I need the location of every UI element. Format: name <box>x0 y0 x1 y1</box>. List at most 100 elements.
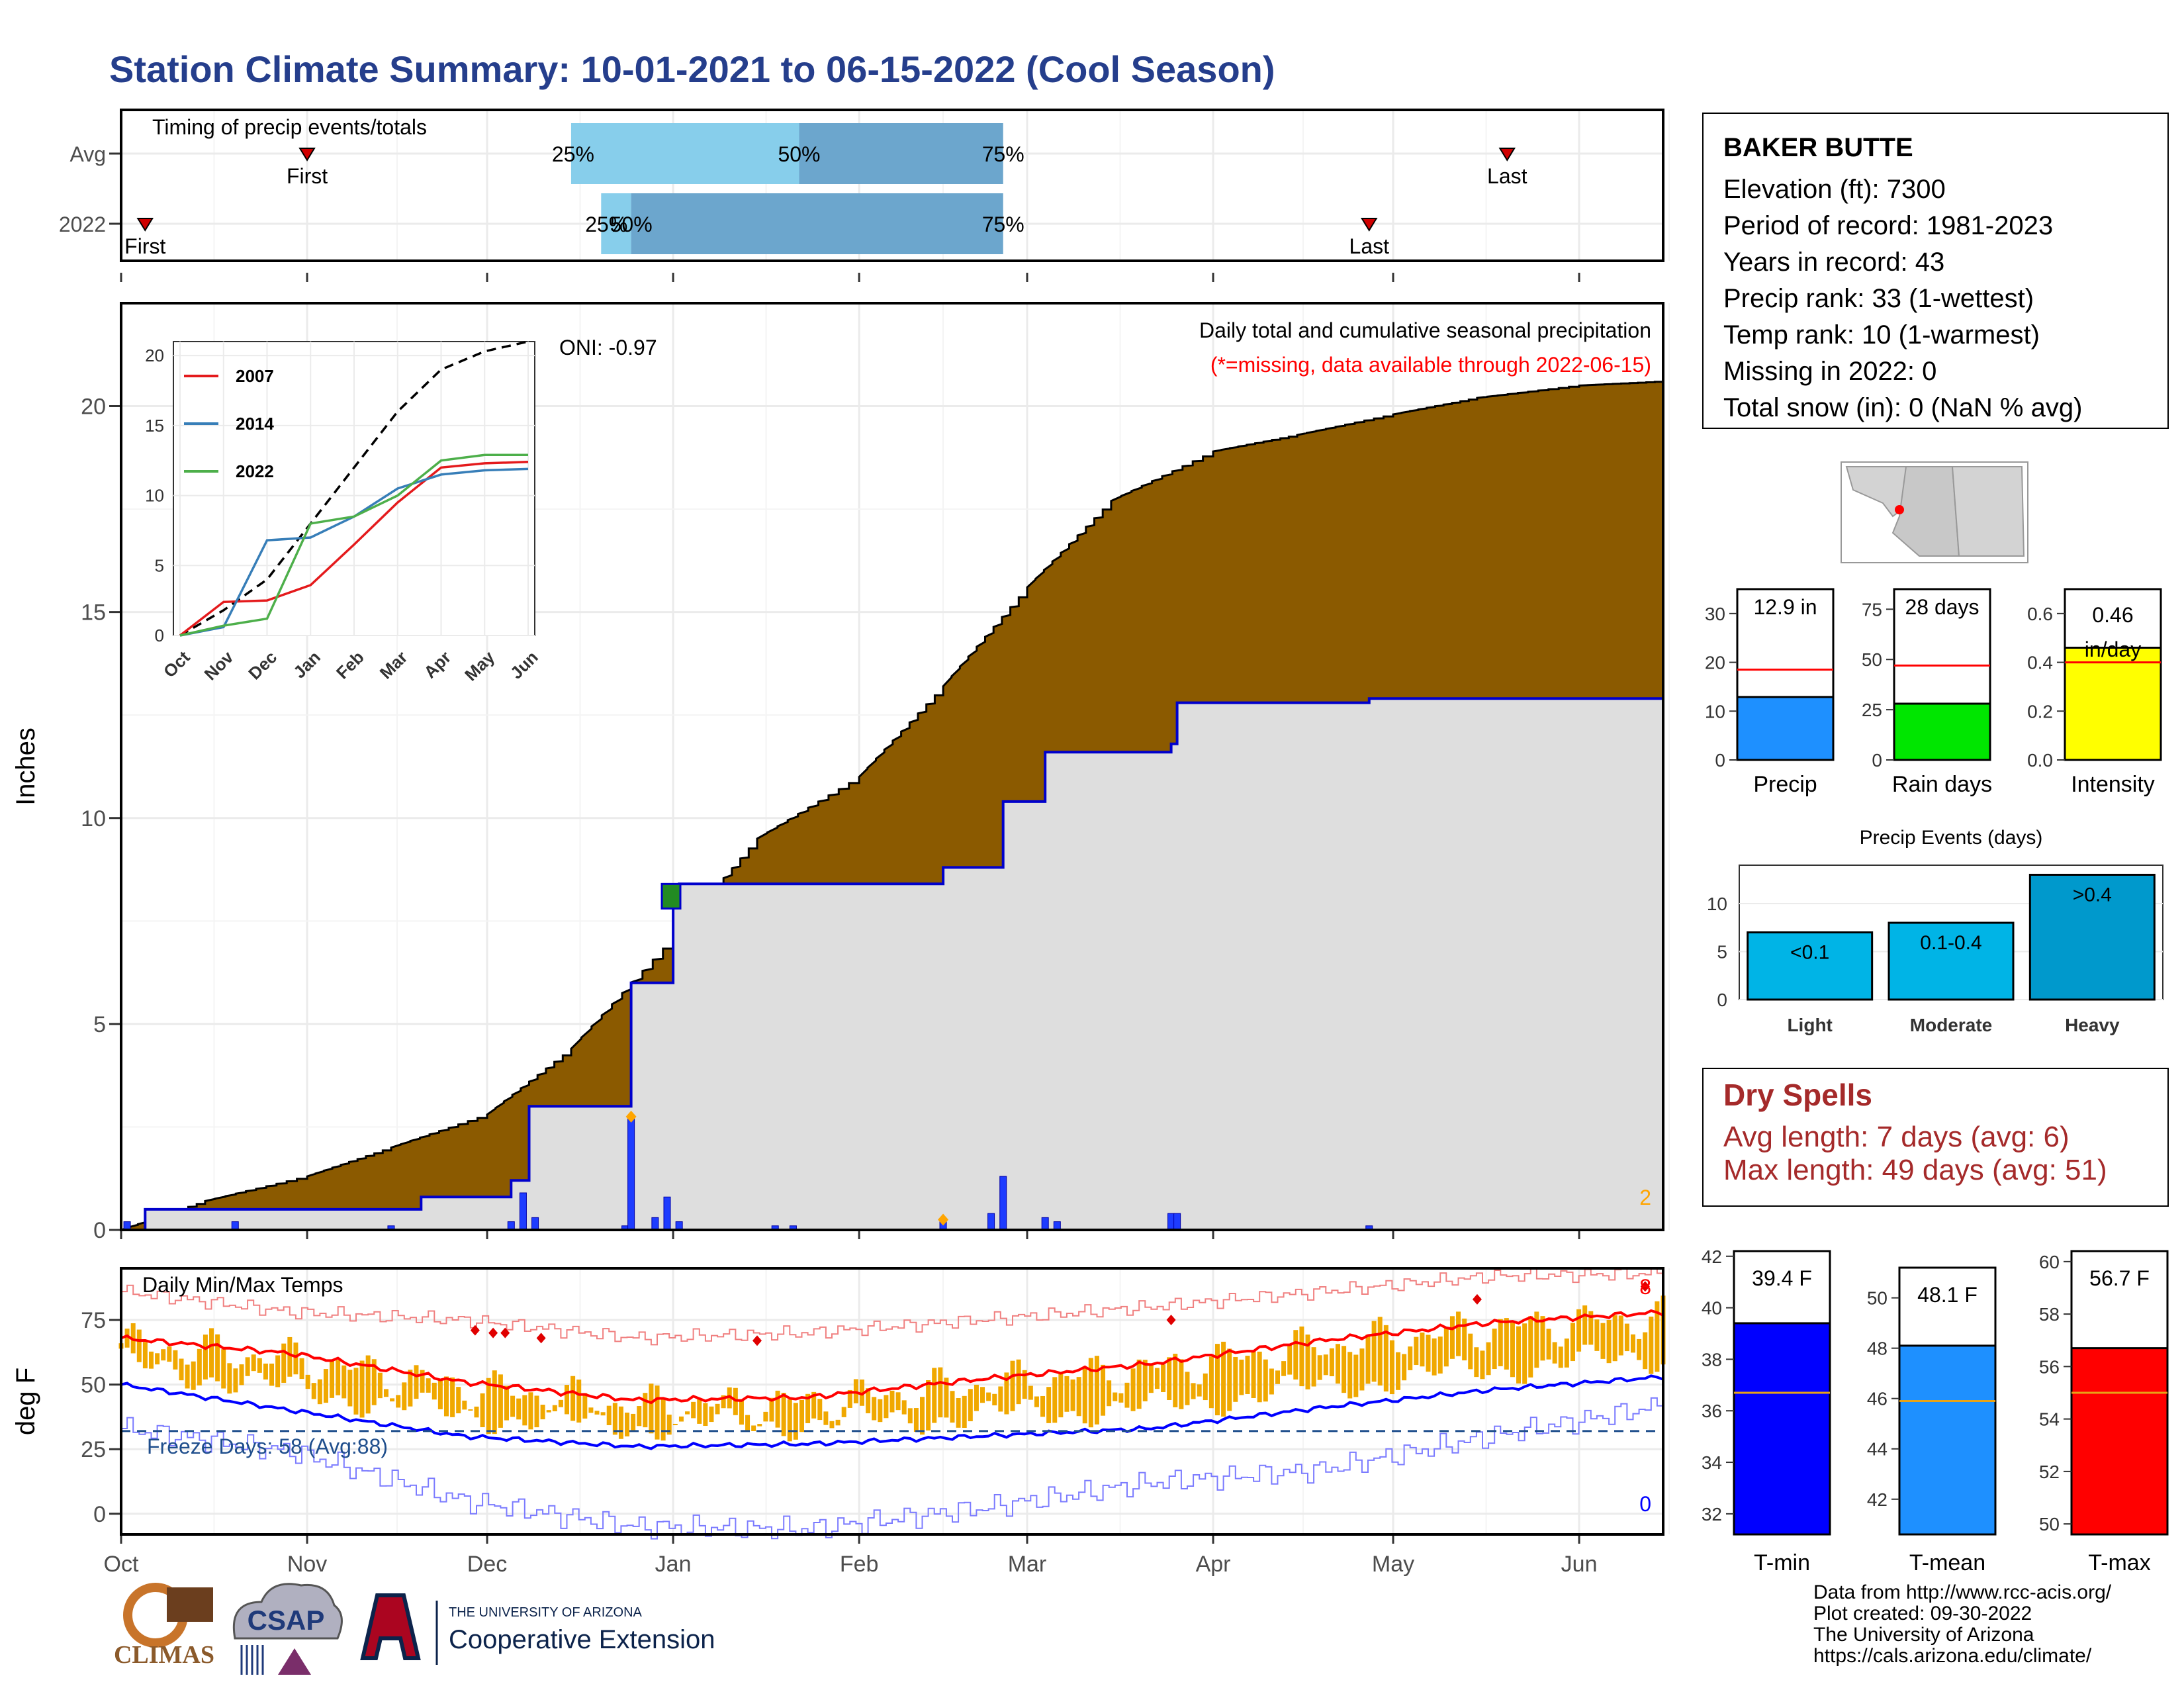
daily-temp-bar <box>552 1405 557 1411</box>
daily-temp-bar <box>1396 1352 1401 1390</box>
daily-precip-bar <box>1167 1213 1175 1231</box>
daily-temp-bar <box>763 1411 768 1422</box>
daily-temp-bar <box>1516 1326 1522 1383</box>
daily-temp-bar <box>1052 1377 1058 1423</box>
daily-temp-bar <box>408 1370 413 1407</box>
daily-temp-bar <box>1426 1335 1431 1372</box>
daily-temp-bar <box>1329 1348 1334 1377</box>
daily-temp-bar <box>1576 1309 1582 1352</box>
daily-temp-bar <box>1203 1373 1208 1401</box>
temp-bar-y-tick: 36 <box>1702 1401 1722 1421</box>
daily-temp-bar <box>1064 1376 1069 1412</box>
daily-precip-bar <box>999 1176 1007 1231</box>
daily-temp-bar <box>161 1349 166 1361</box>
daily-temp-bar <box>895 1392 901 1411</box>
temp-bar-label: T-mean <box>1909 1550 1985 1575</box>
daily-temp-bar <box>1251 1350 1256 1398</box>
daily-temp-bar <box>1022 1370 1027 1399</box>
timing-row-label: Avg <box>69 142 106 166</box>
daily-temp-bar <box>263 1363 268 1380</box>
mini-value-text: 12.9 in <box>1753 595 1817 619</box>
month-label: Jun <box>1561 1552 1598 1577</box>
month-label: May <box>1372 1552 1414 1577</box>
credit-line: The University of Arizona <box>1813 1624 2034 1646</box>
mini-y-tick: 0.4 <box>2027 653 2053 673</box>
mini-y-tick: 0.2 <box>2027 701 2053 722</box>
daily-temp-bar <box>697 1399 702 1424</box>
daily-temp-bar <box>974 1384 979 1411</box>
event-bar <box>1747 931 1874 1001</box>
daily-temp-bar <box>660 1398 666 1441</box>
events-y-tick: 5 <box>1717 942 1727 962</box>
daily-temp-bar <box>1637 1338 1642 1360</box>
daily-temp-bar <box>534 1395 539 1428</box>
daily-temp-bar <box>884 1395 889 1419</box>
daily-temp-bar <box>1462 1318 1467 1361</box>
event-bar-label: <0.1 <box>1790 942 1829 964</box>
timing-label-50: 50% <box>610 212 653 236</box>
daily-temp-bar <box>1245 1356 1250 1394</box>
inset-y-tick: 5 <box>155 555 164 575</box>
daily-temp-bar <box>336 1360 341 1395</box>
heavy-event-marker <box>938 1213 949 1226</box>
daily-temp-bar <box>1070 1379 1075 1411</box>
daily-temp-bar <box>1606 1319 1612 1364</box>
daily-temp-bar <box>1136 1359 1142 1409</box>
temp-bar-y-tick: 38 <box>1702 1349 1722 1370</box>
daily-temp-bar <box>396 1395 401 1408</box>
missing-note: (*=missing, data available through 2022-… <box>1210 353 1651 377</box>
daily-temp-bar <box>1618 1315 1623 1356</box>
daily-temp-bar <box>136 1329 142 1362</box>
mini-y-tick: 0 <box>1715 750 1725 771</box>
daily-temp-bar <box>486 1378 491 1434</box>
timing-row-label: 2022 <box>59 212 106 236</box>
daily-temp-bar <box>330 1360 335 1398</box>
daily-temp-bar <box>1088 1358 1093 1428</box>
station-info-box: BAKER BUTTE Elevation (ft): 7300 Period … <box>1702 113 2169 429</box>
daily-temp-bar <box>1094 1356 1099 1425</box>
daily-temp-bar <box>203 1335 208 1380</box>
daily-temp-bar <box>1221 1341 1226 1417</box>
first-event-label: First <box>124 234 165 258</box>
events-y-tick: 0 <box>1717 990 1727 1010</box>
daily-temp-bar <box>383 1389 388 1397</box>
daily-temp-bar <box>631 1413 636 1430</box>
dry-spells-title: Dry Spells <box>1723 1078 1872 1112</box>
daily-temp-bar <box>1498 1319 1503 1366</box>
temp-bar-y-tick: 44 <box>1867 1439 1888 1460</box>
event-category-label: Heavy <box>2065 1015 2120 1035</box>
dry-spells-max: Max length: 49 days (avg: 51) <box>1723 1154 2107 1186</box>
daily-temp-bar <box>1504 1318 1509 1370</box>
event-bar-label: >0.4 <box>2073 884 2112 906</box>
daily-temp-bar <box>1323 1354 1328 1376</box>
station-precip-rank: Precip rank: 33 (1-wettest) <box>1723 284 2034 313</box>
record-high-marker <box>470 1325 480 1336</box>
events-y-tick: 10 <box>1707 894 1727 914</box>
daily-temp-bar <box>576 1380 582 1423</box>
daily-temp-bar <box>1161 1364 1166 1392</box>
record-low-count: 0 <box>1639 1492 1651 1516</box>
daily-temp-bar <box>980 1387 985 1403</box>
month-label: Feb <box>840 1552 879 1577</box>
daily-temp-bar <box>739 1399 744 1425</box>
daily-temp-bar <box>1293 1330 1298 1380</box>
daily-temp-bar <box>1522 1323 1527 1384</box>
daily-temp-bar <box>1528 1316 1533 1378</box>
y-tick-label: 5 <box>93 1012 106 1037</box>
daily-temp-bar <box>462 1400 467 1410</box>
daily-temp-bar <box>510 1395 516 1417</box>
temp-value-text: 56.7 F <box>2089 1266 2150 1290</box>
daily-temp-bar <box>546 1410 551 1413</box>
daily-temp-bar <box>492 1370 497 1434</box>
daily-temp-bar <box>257 1358 262 1373</box>
daily-temp-bar <box>1208 1356 1214 1409</box>
temp-value-text: 48.1 F <box>1917 1283 1978 1307</box>
daily-temp-bar <box>1142 1360 1148 1401</box>
daily-temp-bar <box>751 1425 756 1431</box>
page-title: Station Climate Summary: 10-01-2021 to 0… <box>109 48 1275 90</box>
record-high-marker <box>488 1327 498 1338</box>
heavy-event-marker <box>625 1110 637 1123</box>
daily-temp-bar <box>1130 1368 1136 1411</box>
mini-y-tick: 0 <box>1872 750 1882 771</box>
mini-bar-label: Precip <box>1753 772 1817 797</box>
